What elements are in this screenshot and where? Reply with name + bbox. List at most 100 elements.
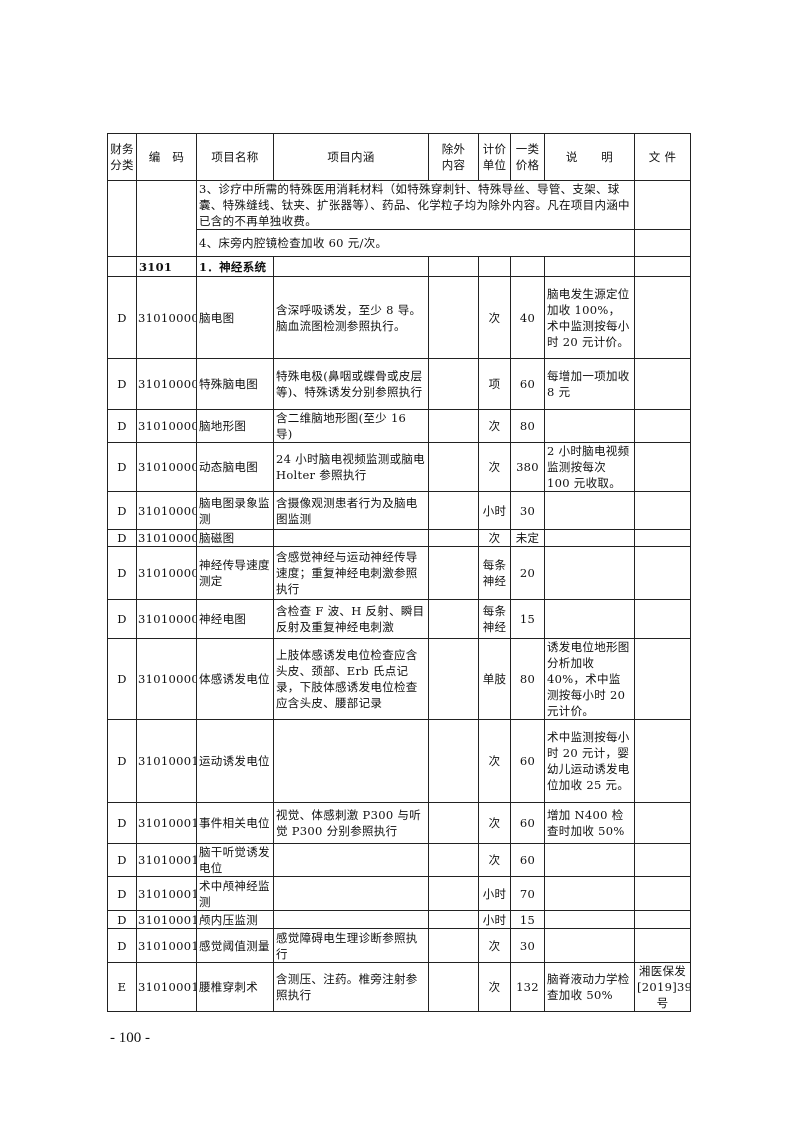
cell-item-name: 神经传导速度测定 — [196, 546, 274, 600]
cell-empty — [107, 180, 137, 257]
cell-price: 380 — [510, 442, 545, 492]
cell-document: 湘医保发[2019]39号 — [634, 962, 691, 1012]
table-row: D310100008神经电图含检查 F 波、H 反射、瞬目反射及重复神经电刺激 每… — [107, 599, 691, 639]
cell-price: 40 — [510, 276, 545, 359]
cell-item-name: 动态脑电图 — [196, 442, 274, 492]
cell-empty — [544, 256, 635, 277]
cell-notes — [544, 599, 635, 639]
cell-category: D — [107, 719, 137, 803]
cell-code: 310100016 — [136, 962, 197, 1012]
cell-document — [634, 599, 691, 639]
cell-unit: 每条神经 — [478, 599, 511, 639]
cell-notes — [544, 409, 635, 443]
table-row: D310100012脑干听觉诱发电位 次60 — [107, 843, 691, 877]
cell-code: 310100008 — [136, 599, 197, 639]
cell-item-content — [273, 876, 429, 911]
cell-code: 310100006 — [136, 529, 197, 547]
note-4: 4、床旁内腔镜检查加收 60 元/次。 — [196, 229, 635, 257]
cell-notes — [544, 910, 635, 929]
cell-price: 20 — [510, 546, 545, 600]
cell-code: 310100011 — [136, 802, 197, 844]
cell-notes: 2 小时脑电视频监测按每次 100 元收取。 — [544, 442, 635, 492]
cell-exclusions — [428, 599, 479, 639]
cell-document — [634, 442, 691, 492]
cell-notes: 诱发电位地形图分析加收 40%，术中监测按每小时 20 元计价。 — [544, 638, 635, 720]
cell-category: D — [107, 638, 137, 720]
cell-item-content: 含测压、注药。椎旁注射参照执行 — [273, 962, 429, 1012]
cell-exclusions — [428, 910, 479, 929]
table-row: D310100002特殊脑电图特殊电极(鼻咽或蝶骨或皮层等)、特殊诱发分别参照执… — [107, 358, 691, 410]
cell-item-name: 颅内压监测 — [196, 910, 274, 929]
cell-category: D — [107, 491, 137, 530]
cell-notes — [544, 928, 635, 963]
cell-exclusions — [428, 719, 479, 803]
notes-row: 3、诊疗中所需的特殊医用消耗材料（如特殊穿刺针、特殊导丝、导管、支架、球囊、特殊… — [107, 180, 691, 257]
cell-code: 310100015 — [136, 928, 197, 963]
cell-category: D — [107, 802, 137, 844]
cell-notes — [544, 529, 635, 547]
cell-category: E — [107, 962, 137, 1012]
header-item-content: 项目内涵 — [273, 133, 429, 181]
cell-item-name: 脑干听觉诱发电位 — [196, 843, 274, 877]
table-row: D310100009体感诱发电位上肢体感诱发电位检查应含头皮、颈部、Erb 氏点… — [107, 638, 691, 720]
cell-document — [634, 719, 691, 803]
cell-item-name: 脑电图 — [196, 276, 274, 359]
cell-code: 310100005 — [136, 491, 197, 530]
cell-unit: 次 — [478, 409, 511, 443]
cell-unit: 次 — [478, 802, 511, 844]
table-row: D310100015感觉阈值测量感觉障碍电生理诊断参照执行 次30 — [107, 928, 691, 963]
cell-empty — [510, 256, 545, 277]
header-exclusions: 除外 内容 — [428, 133, 479, 181]
cell-category: D — [107, 876, 137, 911]
cell-category: D — [107, 843, 137, 877]
cell-code: 310100004 — [136, 442, 197, 492]
cell-document — [634, 546, 691, 600]
cell-document — [634, 529, 691, 547]
header-category: 财务 分类 — [107, 133, 137, 181]
notes-row: 4、床旁内腔镜检查加收 60 元/次。 — [108, 229, 691, 257]
cell-exclusions — [428, 442, 479, 492]
cell-price: 未定 — [510, 529, 545, 547]
cell-exclusions — [428, 843, 479, 877]
cell-document — [634, 638, 691, 720]
cell-exclusions — [428, 358, 479, 410]
cell-unit: 单肢 — [478, 638, 511, 720]
cell-price: 30 — [510, 491, 545, 530]
cell-exclusions — [428, 638, 479, 720]
cell-item-name: 脑电图录象监测 — [196, 491, 274, 530]
cell-price: 60 — [510, 802, 545, 844]
cell-price: 60 — [510, 719, 545, 803]
cell-item-content — [273, 529, 429, 547]
price-table: 财务 分类编 码项目名称 项目内涵 除外 内容 计价 单位 一类 价格说 明文 件 3、… — [107, 133, 691, 1012]
note-3: 3、诊疗中所需的特殊医用消耗材料（如特殊穿刺针、特殊导丝、导管、支架、球囊、特殊… — [196, 180, 635, 230]
header-notes: 说 明 — [544, 133, 635, 181]
header-code: 编 码 — [136, 133, 197, 181]
cell-unit: 次 — [478, 719, 511, 803]
cell-unit: 次 — [478, 843, 511, 877]
section-code: 3101 — [136, 256, 197, 277]
cell-exclusions — [428, 276, 479, 359]
cell-price: 80 — [510, 638, 545, 720]
table-row: E310100016腰椎穿刺术含测压、注药。椎旁注射参照执行次132脑脊液动力学… — [107, 962, 691, 1012]
table-header: 财务 分类编 码项目名称 项目内涵 除外 内容 计价 单位 一类 价格说 明文 件 — [107, 133, 691, 181]
cell-document — [634, 802, 691, 844]
cell-exclusions — [428, 529, 479, 547]
cell-document — [634, 358, 691, 410]
cell-unit: 次 — [478, 529, 511, 547]
cell-code: 310100012 — [136, 843, 197, 877]
cell-item-name: 感觉阈值测量 — [196, 928, 274, 963]
cell-item-content: 含二维脑地形图(至少 16 导) — [273, 409, 429, 443]
cell-category: D — [107, 442, 137, 492]
cell-notes: 每增加一项加收 8 元 — [544, 358, 635, 410]
table-row: D310100004动态脑电图24 小时脑电视频监测或脑电 Holter 参照执… — [107, 442, 691, 492]
section-name: 1．神经系统 — [196, 256, 274, 277]
cell-item-content — [273, 843, 429, 877]
cell-category: D — [107, 910, 137, 929]
cell-code: 310100009 — [136, 638, 197, 720]
cell-category: D — [107, 276, 137, 359]
cell-item-content — [273, 719, 429, 803]
cell-document — [634, 910, 691, 929]
cell-exclusions — [428, 546, 479, 600]
